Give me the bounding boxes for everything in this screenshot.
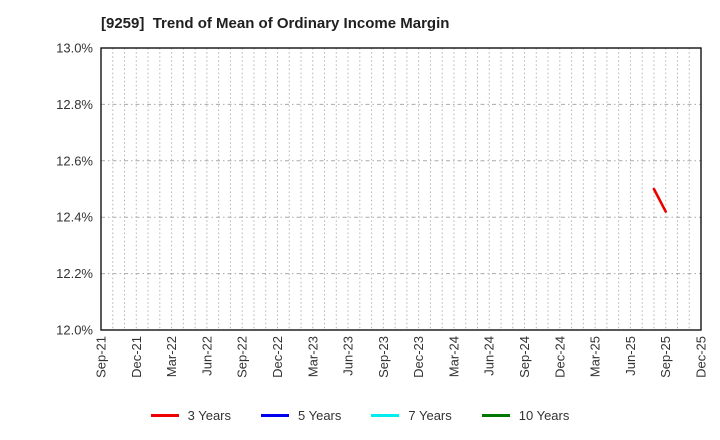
svg-text:Sep-21: Sep-21 <box>94 336 109 378</box>
svg-text:Dec-24: Dec-24 <box>552 336 567 378</box>
legend-swatch-7-years-cyan-line <box>371 413 400 417</box>
legend-swatch-10-years-green-line <box>481 413 510 417</box>
svg-text:Mar-23: Mar-23 <box>305 336 320 377</box>
svg-text:Mar-24: Mar-24 <box>446 336 461 377</box>
chart-canvas: 12.0% 12.2% 12.4% 12.6% 12.8% 13.0% Sep-21 Dec-… <box>56 41 709 378</box>
svg-text:Sep-24: Sep-24 <box>517 336 532 378</box>
legend-label-7-years: 7 Years <box>408 407 452 423</box>
svg-text:Dec-21: Dec-21 <box>129 336 144 378</box>
svg-text:Mar-22: Mar-22 <box>164 336 179 377</box>
svg-text:Sep-22: Sep-22 <box>235 336 250 378</box>
legend-label-3-years: 3 Years <box>187 407 231 423</box>
svg-text:Jun-24: Jun-24 <box>482 336 497 376</box>
legend-swatch-5-years-blue-line <box>261 413 289 417</box>
legend-item-7-years: 7 Years <box>371 407 452 423</box>
svg-text:Jun-23: Jun-23 <box>341 336 356 376</box>
svg-text:Sep-23: Sep-23 <box>376 336 391 378</box>
legend-item-3-years: 3 Years <box>150 407 231 423</box>
legend-swatch-3-years-red-line <box>150 413 179 417</box>
svg-text:Dec-23: Dec-23 <box>411 336 426 378</box>
chart-title: [9259] Trend of Mean of Ordinary Income … <box>101 15 450 32</box>
svg-text:12.8%: 12.8% <box>56 97 93 112</box>
svg-text:12.2%: 12.2% <box>56 266 93 281</box>
legend-item-5-years: 5 Years <box>261 408 341 423</box>
svg-text:Mar-25: Mar-25 <box>588 336 603 377</box>
svg-text:13.0%: 13.0% <box>56 41 93 56</box>
legend-item-10-years: 10 Years <box>481 407 570 423</box>
svg-text:Dec-22: Dec-22 <box>270 336 285 378</box>
svg-text:Jun-25: Jun-25 <box>623 336 638 376</box>
svg-text:Dec-25: Dec-25 <box>694 336 709 378</box>
legend-label-10-years: 10 Years <box>518 407 570 423</box>
svg-text:Sep-25: Sep-25 <box>658 336 673 378</box>
legend-label-5-years: 5 Years <box>298 407 342 423</box>
svg-text:12.6%: 12.6% <box>56 153 93 168</box>
svg-text:12.4%: 12.4% <box>56 210 93 225</box>
chart-legend: 3 Years 5 Years 7 Years 10 Years <box>0 405 720 425</box>
svg-text:12.0%: 12.0% <box>56 323 93 338</box>
svg-text:Jun-22: Jun-22 <box>199 336 214 376</box>
